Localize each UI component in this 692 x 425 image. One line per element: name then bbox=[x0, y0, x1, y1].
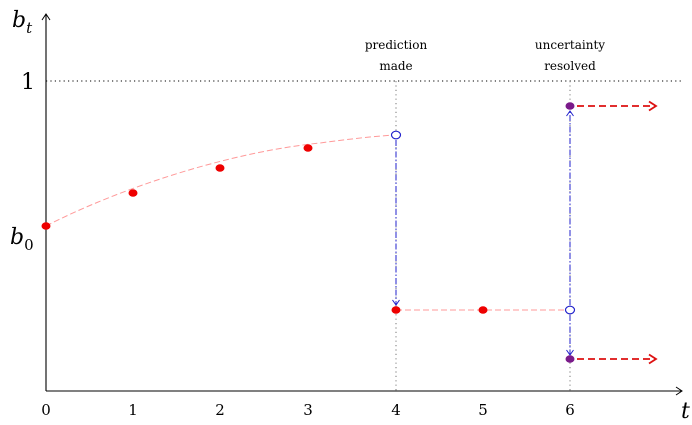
x-tick-label: 2 bbox=[215, 401, 225, 419]
belief-point-t3 bbox=[303, 144, 313, 152]
annotation-line: uncertainty bbox=[535, 38, 605, 52]
y-tick-one: 1 bbox=[21, 70, 35, 95]
x-tick-label: 1 bbox=[128, 401, 138, 419]
uncertainty-resolved-annotation: uncertainty resolved bbox=[535, 38, 605, 73]
resolution-open-point bbox=[564, 305, 576, 315]
annotation-line: made bbox=[379, 59, 412, 73]
belief-point-t0 bbox=[41, 222, 51, 230]
x-axis-label: t bbox=[681, 399, 690, 424]
annotation-line: resolved bbox=[544, 59, 596, 73]
belief-point-t1 bbox=[128, 189, 138, 197]
x-tick-label: 0 bbox=[41, 401, 51, 419]
data-points bbox=[41, 102, 576, 363]
prediction-made-annotation: prediction made bbox=[365, 38, 428, 73]
y-tick-b0: b0 bbox=[10, 225, 34, 254]
x-tick-label: 5 bbox=[478, 401, 488, 419]
x-tick-labels: 0 1 2 3 4 5 6 bbox=[41, 401, 575, 419]
annotation-line: prediction bbox=[365, 38, 428, 52]
x-tick-label: 4 bbox=[391, 401, 401, 419]
x-tick-label: 6 bbox=[565, 401, 575, 419]
y-axis-label: bt bbox=[12, 8, 33, 37]
x-tick-label: 3 bbox=[303, 401, 313, 419]
resolved-high-point bbox=[565, 102, 575, 110]
belief-point-t2 bbox=[215, 164, 225, 172]
belief-curve bbox=[45, 134, 397, 227]
curve-end-open-point bbox=[390, 130, 402, 140]
post-prediction-point-t4 bbox=[391, 306, 401, 314]
resolved-low-point bbox=[565, 355, 575, 363]
post-prediction-point-t5 bbox=[478, 306, 488, 314]
